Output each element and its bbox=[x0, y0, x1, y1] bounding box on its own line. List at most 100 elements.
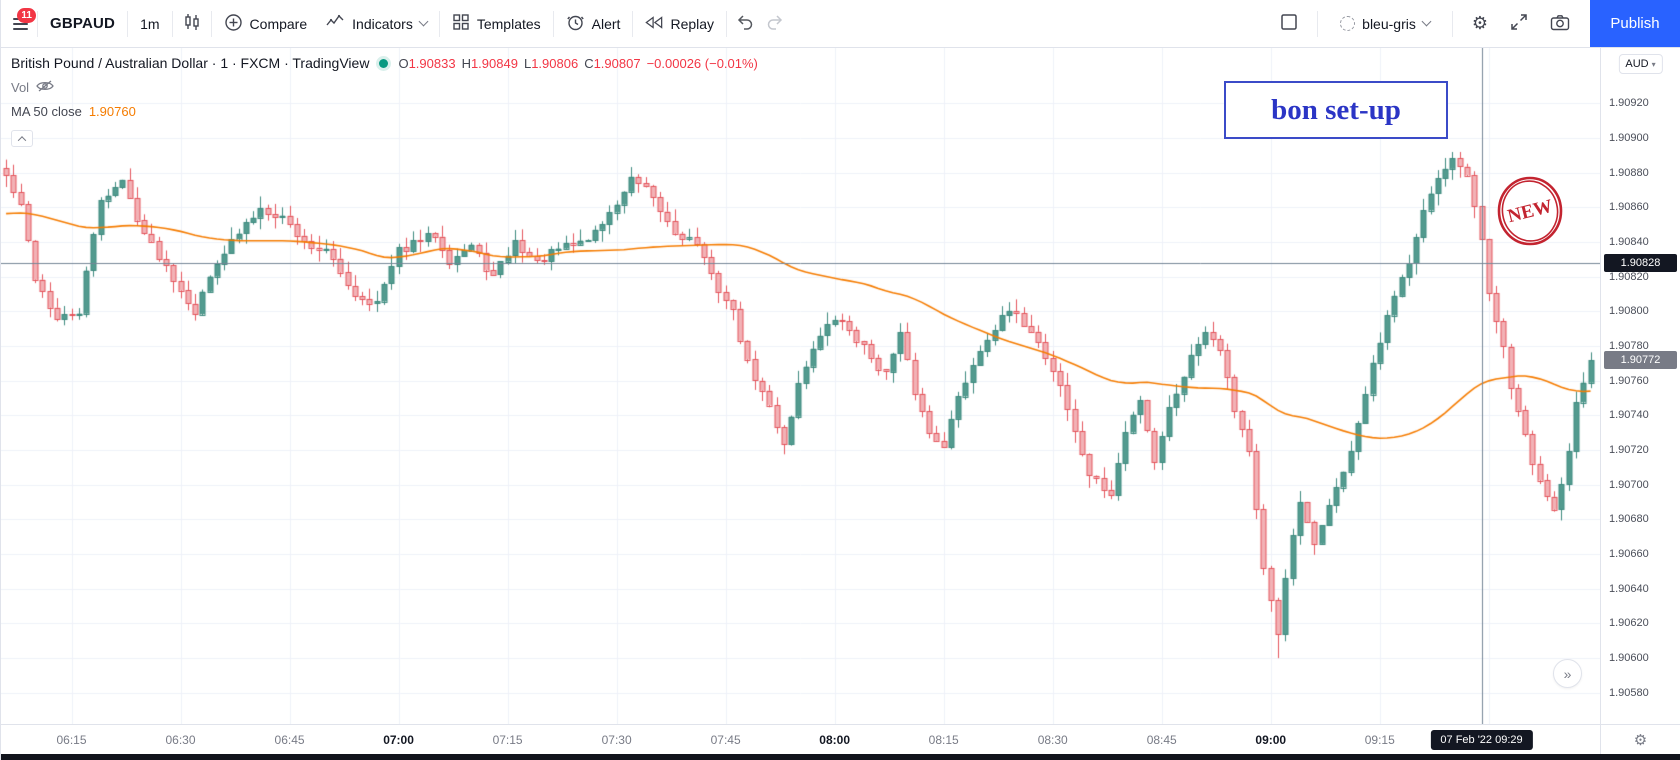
candlestick-icon bbox=[182, 12, 202, 35]
scroll-right-button[interactable]: » bbox=[1553, 659, 1582, 688]
symbol-label: GBPAUD bbox=[50, 15, 116, 32]
time-label: 06:15 bbox=[56, 732, 87, 747]
price-tick: 1.90740 bbox=[1609, 409, 1649, 422]
time-label: 06:30 bbox=[165, 732, 196, 747]
templates-icon bbox=[452, 13, 470, 34]
fullscreen-icon bbox=[1510, 13, 1528, 34]
compare-icon bbox=[224, 13, 243, 35]
price-tick: 1.90780 bbox=[1609, 340, 1649, 353]
chart-canvas[interactable] bbox=[1, 48, 1600, 724]
open-label: O bbox=[398, 55, 409, 71]
crosshair-time-badge: 07 Feb '22 09:29 bbox=[1430, 729, 1533, 750]
time-scale[interactable]: 07 Feb '22 09:29 06:15 06:30 06:45 07:00 07:… bbox=[1, 725, 1600, 754]
low-value: 1.90806 bbox=[531, 55, 579, 71]
volume-indicator-row[interactable]: Vol bbox=[11, 80, 758, 95]
price-tick: 1.90900 bbox=[1609, 132, 1649, 145]
layout-theme-button[interactable]: bleu-gris bbox=[1331, 7, 1439, 41]
ma-value: 1.90760 bbox=[88, 104, 136, 119]
indicators-icon bbox=[325, 12, 345, 35]
snapshot-button[interactable] bbox=[1544, 7, 1576, 41]
low-label: L bbox=[523, 55, 532, 71]
chevron-down-icon: ▾ bbox=[1651, 59, 1656, 69]
price-tick: 1.90840 bbox=[1609, 236, 1649, 249]
fullscreen-button[interactable] bbox=[1504, 7, 1534, 41]
theme-name-label: bleu-gris bbox=[1362, 15, 1416, 32]
eye-slash-icon[interactable] bbox=[36, 80, 54, 95]
currency-label: AUD bbox=[1625, 58, 1649, 70]
chevron-down-icon bbox=[1421, 16, 1432, 27]
annotation-text: bon set-up bbox=[1271, 93, 1401, 126]
time-label: 08:30 bbox=[1037, 732, 1068, 747]
market-status-dot bbox=[379, 58, 389, 68]
layout-button[interactable] bbox=[1274, 7, 1304, 41]
chart-legend: British Pound / Australian Dollar · 1 · … bbox=[11, 55, 758, 147]
redo-button[interactable] bbox=[760, 7, 790, 41]
layout-square-icon bbox=[1280, 13, 1298, 34]
symbol-description-label: British Pound / Australian Dollar · 1 · … bbox=[11, 55, 370, 71]
templates-label: Templates bbox=[476, 15, 541, 32]
price-tick: 1.90660 bbox=[1609, 548, 1649, 561]
legend-main-row[interactable]: British Pound / Australian Dollar · 1 · … bbox=[11, 55, 758, 71]
main-menu-button[interactable]: 11 bbox=[7, 7, 36, 41]
divider bbox=[438, 10, 440, 37]
symbol-button[interactable]: GBPAUD bbox=[41, 7, 124, 41]
axis-corner: ⚙ bbox=[1600, 725, 1680, 754]
templates-button[interactable]: Templates bbox=[443, 7, 550, 41]
settings-button[interactable]: ⚙ bbox=[1466, 7, 1494, 41]
time-label: 09:00 bbox=[1255, 732, 1287, 747]
divider bbox=[37, 10, 38, 37]
change-value: −0.00026 (−0.01%) bbox=[646, 55, 758, 71]
replay-button[interactable]: Replay bbox=[636, 7, 723, 41]
time-label: 08:15 bbox=[928, 732, 959, 747]
indicators-label: Indicators bbox=[352, 15, 413, 32]
time-axis: 07 Feb '22 09:29 06:15 06:30 06:45 07:00 07:… bbox=[1, 724, 1680, 754]
alert-button[interactable]: Alert bbox=[557, 7, 630, 41]
divider bbox=[127, 10, 129, 37]
time-label: 09:15 bbox=[1364, 732, 1395, 747]
chart-region: British Pound / Australian Dollar · 1 · … bbox=[1, 48, 1680, 724]
price-tick: 1.90920 bbox=[1609, 97, 1649, 110]
time-axis-settings-button[interactable]: ⚙ bbox=[1633, 731, 1648, 749]
close-label: C bbox=[584, 55, 594, 71]
interval-label: 1m bbox=[140, 15, 160, 32]
interval-button[interactable]: 1m bbox=[131, 7, 168, 41]
undo-button[interactable] bbox=[730, 7, 760, 41]
indicators-button[interactable]: Indicators bbox=[316, 7, 436, 41]
price-tick: 1.90620 bbox=[1609, 617, 1649, 630]
high-label: H bbox=[461, 55, 471, 71]
open-value: 1.90833 bbox=[408, 55, 456, 71]
divider bbox=[552, 10, 554, 37]
replay-icon bbox=[645, 15, 663, 32]
time-label: 08:00 bbox=[819, 732, 851, 747]
time-label: 07:45 bbox=[710, 732, 741, 747]
camera-icon bbox=[1550, 14, 1570, 34]
legend-collapse-button[interactable] bbox=[11, 130, 33, 147]
new-stamp[interactable]: NEW bbox=[1495, 174, 1565, 248]
price-tick: 1.90860 bbox=[1609, 201, 1649, 214]
text-annotation-box[interactable]: bon set-up bbox=[1224, 81, 1448, 139]
ma-label: MA 50 close bbox=[11, 104, 82, 119]
divider bbox=[1451, 10, 1453, 37]
replay-label: Replay bbox=[670, 15, 715, 32]
chart-type-button[interactable] bbox=[176, 7, 208, 41]
price-tick: 1.90720 bbox=[1609, 444, 1649, 457]
gear-icon: ⚙ bbox=[1471, 13, 1488, 33]
divider bbox=[632, 10, 634, 37]
publish-button[interactable]: Publish bbox=[1590, 0, 1680, 47]
compare-button[interactable]: Compare bbox=[215, 7, 317, 41]
notification-badge: 11 bbox=[17, 7, 36, 23]
compare-label: Compare bbox=[249, 15, 308, 32]
high-value: 1.90849 bbox=[470, 55, 518, 71]
price-tick: 1.90760 bbox=[1609, 374, 1649, 387]
price-axis[interactable]: AUD ▾ 1.90828 1.90772 1.90920 1.90900 1.90… bbox=[1600, 48, 1680, 724]
time-label: 06:45 bbox=[274, 732, 305, 747]
time-label: 08:45 bbox=[1146, 732, 1177, 747]
currency-selector-button[interactable]: AUD ▾ bbox=[1618, 54, 1663, 74]
price-tick: 1.90880 bbox=[1609, 166, 1649, 179]
toolbar-right-group: bleu-gris ⚙ bbox=[1274, 0, 1588, 47]
chart-pane: British Pound / Australian Dollar · 1 · … bbox=[1, 48, 1600, 724]
window-bottom-edge bbox=[1, 754, 1680, 760]
ma-indicator-row[interactable]: MA 50 close 1.90760 bbox=[11, 104, 758, 119]
undo-icon bbox=[736, 14, 754, 34]
